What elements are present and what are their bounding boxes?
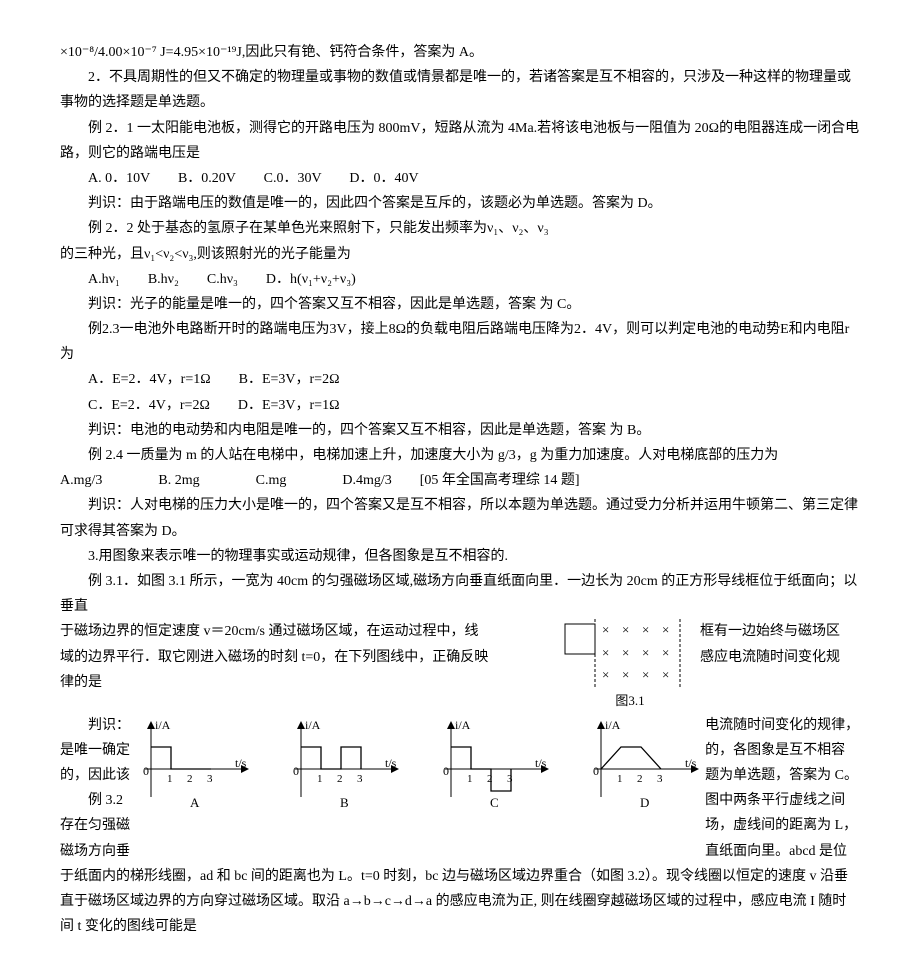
svg-text:i/A: i/A (455, 718, 471, 732)
example-2-3-analysis: 判识：电池的电动势和内电阻是唯一的，四个答案又互不相容，因此是单选题，答案 为 … (60, 418, 860, 443)
svg-text:×: × (602, 622, 609, 637)
graph-a: i/A t/s 0 123 A (135, 717, 255, 812)
svg-text:3: 3 (657, 773, 663, 785)
example-3-2-left1: 例 3.2 (60, 788, 135, 813)
example-2-2-question-line2: 的三种光，且ν₁<ν₂<ν₃,则该照射光的光子能量为 (60, 242, 860, 267)
figure-3-1: × × × × × × × × × × × × 图3.1 (560, 619, 700, 712)
example-3-1-right-text1: 框有一边始终与磁场区 (700, 619, 860, 644)
svg-text:3: 3 (207, 773, 213, 785)
svg-text:×: × (602, 667, 609, 682)
svg-text:×: × (642, 645, 649, 660)
graph-d-label: D (640, 795, 649, 810)
svg-text:×: × (622, 622, 629, 637)
example-3-1-analysis-left1: 判识： (60, 713, 135, 738)
svg-text:i/A: i/A (605, 718, 621, 732)
svg-text:1: 1 (617, 773, 623, 785)
figure-3-1-label: 图3.1 (560, 689, 700, 712)
line-continuation: ×10⁻⁸/4.00×10⁻⁷ J=4.95×10⁻¹⁹J,因此只有铯、钙符合条… (60, 40, 860, 65)
svg-text:i/A: i/A (305, 718, 321, 732)
example-3-2-left2: 存在匀强磁 (60, 813, 135, 838)
svg-text:3: 3 (357, 773, 363, 785)
example-3-2-rest: 于纸面内的梯形线圈，ad 和 bc 间的距离也为 L。t=0 时刻，bc 边与磁… (60, 864, 860, 940)
svg-text:3: 3 (507, 773, 513, 785)
example-3-1-analysis-left2: 是唯一确定 (60, 738, 135, 763)
example-3-2-left3: 磁场方向垂 (60, 839, 135, 864)
example-2-1-question: 例 2．1 一太阳能电池板，测得它的开路电压为 800mV，短路从流为 4Ma.… (60, 116, 860, 166)
section-2-intro: 2．不具周期性的但又不确定的物理量或事物的数值或情景都是唯一的，若诸答案是互不相… (60, 65, 860, 115)
example-2-4-question: 例 2.4 一质量为 m 的人站在电梯中，电梯加速上升，加速度大小为 g/3，g… (60, 443, 860, 468)
graph-a-origin: 0 (143, 764, 149, 778)
example-3-1-right-ana1: 电流随时间变化的规律， (705, 713, 860, 738)
svg-text:1: 1 (317, 773, 323, 785)
svg-text:×: × (622, 667, 629, 682)
graph-c-label: C (490, 795, 499, 810)
example-3-2-right3: 直纸面向里。abcd 是位 (705, 839, 860, 864)
example-3-2-right2: 场，虚线间的距离为 L， (705, 813, 860, 838)
svg-text:2: 2 (187, 773, 193, 785)
example-3-1-question-line2c: 律的是 (60, 670, 560, 695)
svg-text:×: × (662, 622, 669, 637)
svg-text:0: 0 (293, 764, 299, 778)
svg-text:2: 2 (637, 773, 643, 785)
example-3-1-right-ana2: 的，各图象是互不相容 (705, 738, 860, 763)
example-2-1-options: A. 0．10V B．0.20V C.0．30V D．0．40V (60, 166, 860, 191)
graph-c: i/A t/s 0 123 C (435, 717, 555, 812)
example-3-1-question-line2a: 于磁场边界的恒定速度 v＝20cm/s 通过磁场区域，在运动过程中，线 (60, 619, 560, 644)
svg-text:2: 2 (337, 773, 343, 785)
svg-text:0: 0 (443, 764, 449, 778)
example-2-4-analysis: 判识：人对电梯的压力大小是唯一的，四个答案又是互不相容，所以本题为单选题。通过受… (60, 493, 860, 543)
example-2-4-options: A.mg/3 B. 2mg C.mg D.4mg/3 [05 年全国高考理综 1… (60, 468, 860, 493)
example-3-1-right-text2: 感应电流随时间变化规 (700, 645, 860, 670)
graph-a-label: A (190, 795, 200, 810)
example-2-2-question-line1: 例 2．2 处于基态的氢原子在某单色光来照射下，只能发出频率为ν₁、ν₂、ν₃ (60, 216, 860, 241)
svg-text:1: 1 (467, 773, 473, 785)
svg-text:×: × (622, 645, 629, 660)
graphs-row: i/A t/s 0 123 A i/A t/s (135, 717, 705, 812)
example-3-1-analysis-left3: 的，因此该 (60, 763, 135, 788)
svg-text:×: × (662, 667, 669, 682)
example-2-3-options-line1: A．E=2．4V，r=1Ω B．E=3V，r=2Ω (60, 367, 860, 392)
figure-3-1-svg: × × × × × × × × × × × × (560, 619, 690, 689)
graph-d: i/A t/s 0 123 D (585, 717, 705, 812)
svg-text:×: × (642, 667, 649, 682)
svg-text:×: × (662, 645, 669, 660)
graph-b-label: B (340, 795, 349, 810)
example-3-1-right-ana3: 题为单选题，答案为 C。 (705, 763, 860, 788)
example-2-3-options-line2: C．E=2．4V，r=2Ω D．E=3V，r=1Ω (60, 393, 860, 418)
graph-a-ylabel: i/A (155, 718, 171, 732)
svg-text:2: 2 (487, 773, 493, 785)
svg-text:×: × (602, 645, 609, 660)
example-3-1-question-line2b: 域的边界平行．取它刚进入磁场的时刻 t=0，在下列图线中，正确反映 (60, 645, 560, 670)
example-2-2-options: A.hν₁ B.hν₂ C.hν₃ D．h(ν₁+ν₂+ν₃) (60, 267, 860, 292)
svg-text:1: 1 (167, 773, 173, 785)
section-3-intro: 3.用图象来表示唯一的物理事实或运动规律，但各图象是互不相容的. (60, 544, 860, 569)
graph-b: i/A t/s 0 123 B (285, 717, 405, 812)
example-2-3-question: 例2.3一电池外电路断开时的路端电压为3V，接上8Ω的负载电阻后路端电压降为2．… (60, 317, 860, 367)
svg-text:0: 0 (593, 764, 599, 778)
example-3-2-right1: 图中两条平行虚线之间 (705, 788, 860, 813)
example-3-1-question-line1: 例 3.1．如图 3.1 所示，一宽为 40cm 的匀强磁场区域,磁场方向垂直纸… (60, 569, 860, 619)
example-2-2-analysis: 判识：光子的能量是唯一的，四个答案又互不相容，因此是单选题，答案 为 C。 (60, 292, 860, 317)
example-2-1-analysis: 判识：由于路端电压的数值是唯一的，因此四个答案是互斥的，该题必为单选题。答案为 … (60, 191, 860, 216)
svg-text:×: × (642, 622, 649, 637)
